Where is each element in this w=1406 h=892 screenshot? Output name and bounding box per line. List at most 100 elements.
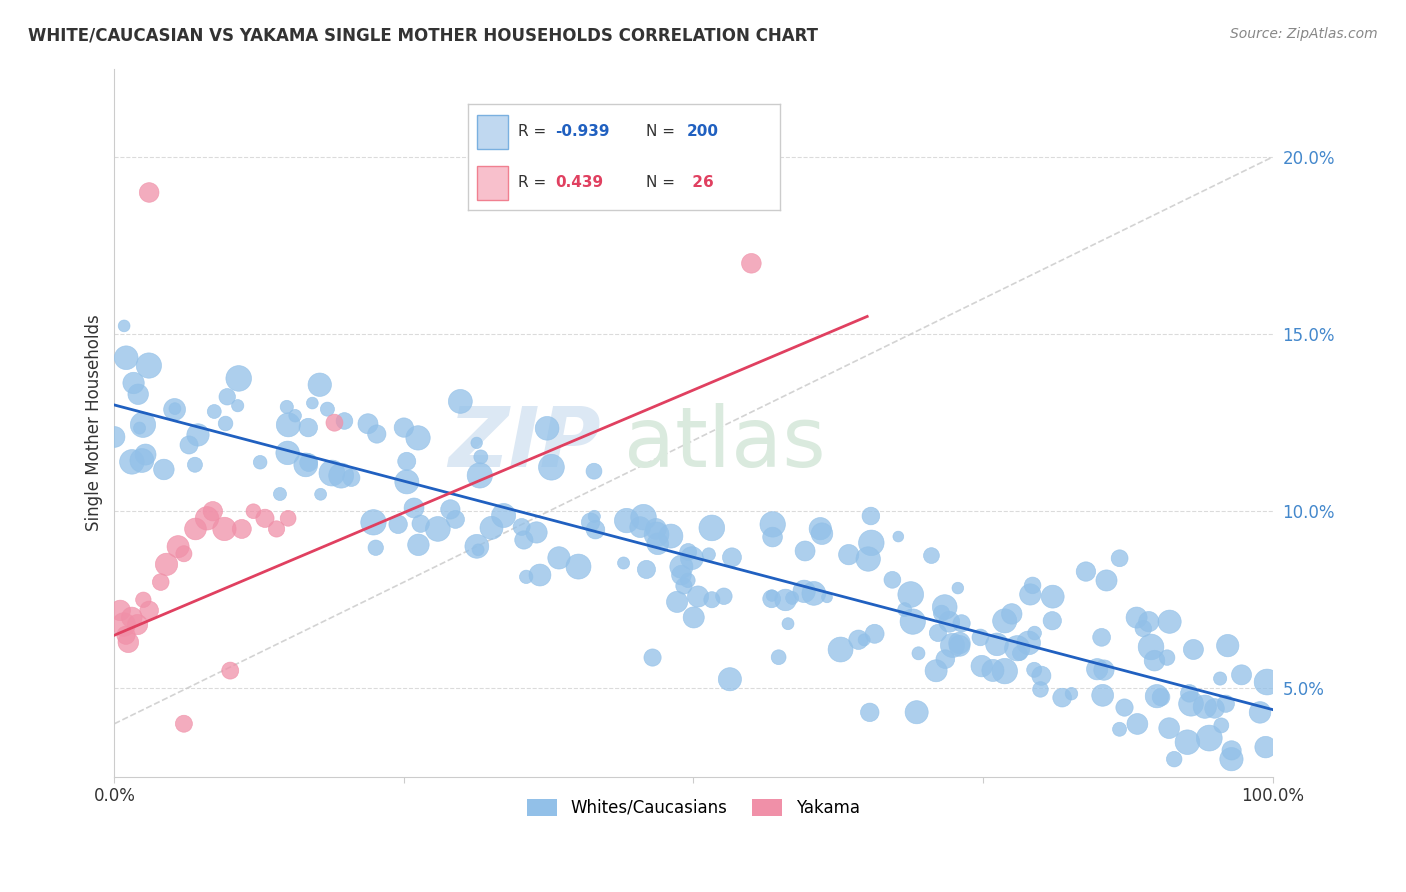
Point bbox=[1091, 631, 1114, 645]
Point bbox=[676, 574, 699, 588]
Point bbox=[127, 387, 149, 401]
Point bbox=[1024, 626, 1046, 640]
Point bbox=[567, 559, 589, 574]
Point bbox=[636, 562, 658, 576]
Point bbox=[848, 632, 870, 647]
Point bbox=[811, 526, 834, 541]
Point bbox=[214, 522, 236, 536]
Point bbox=[1178, 686, 1201, 700]
Point bbox=[676, 545, 699, 559]
Point bbox=[366, 427, 388, 442]
Point bbox=[1159, 721, 1181, 735]
Point bbox=[1150, 690, 1173, 704]
Point bbox=[721, 550, 744, 565]
Point bbox=[633, 510, 655, 524]
Point bbox=[364, 541, 387, 555]
Point bbox=[768, 650, 790, 665]
Point bbox=[859, 508, 882, 523]
Point bbox=[395, 475, 418, 489]
Point bbox=[927, 626, 949, 640]
Point bbox=[761, 530, 783, 544]
Point bbox=[536, 421, 558, 435]
Point bbox=[163, 402, 186, 417]
Point bbox=[1021, 578, 1043, 592]
Point bbox=[214, 417, 236, 431]
Point bbox=[1204, 701, 1226, 715]
Point bbox=[1091, 689, 1114, 703]
Point bbox=[1095, 574, 1118, 588]
Point bbox=[155, 558, 177, 572]
Point bbox=[202, 404, 225, 418]
Point bbox=[1018, 636, 1040, 650]
Point bbox=[1198, 731, 1220, 745]
Point bbox=[946, 581, 969, 595]
Point bbox=[907, 646, 929, 660]
Point bbox=[830, 642, 852, 657]
Point bbox=[1132, 622, 1154, 636]
Point bbox=[762, 517, 785, 532]
Point bbox=[1001, 607, 1024, 621]
Point bbox=[1125, 610, 1147, 624]
Point bbox=[647, 537, 669, 551]
Point bbox=[780, 591, 803, 605]
Point bbox=[1220, 752, 1243, 766]
Point bbox=[1029, 682, 1052, 697]
Point bbox=[1163, 752, 1185, 766]
Point bbox=[492, 508, 515, 523]
Point bbox=[1216, 639, 1239, 653]
Point bbox=[515, 570, 537, 584]
Point bbox=[470, 450, 492, 464]
Point bbox=[357, 417, 380, 431]
Point bbox=[1137, 615, 1160, 629]
Point bbox=[392, 420, 415, 434]
Point bbox=[925, 664, 948, 678]
Point bbox=[402, 500, 425, 515]
Text: Source: ZipAtlas.com: Source: ZipAtlas.com bbox=[1230, 27, 1378, 41]
Point bbox=[115, 351, 138, 365]
Point bbox=[1008, 646, 1031, 660]
Point bbox=[901, 615, 924, 629]
Point bbox=[1209, 672, 1232, 686]
Point bbox=[700, 592, 723, 607]
Point bbox=[700, 521, 723, 535]
Text: atlas: atlas bbox=[624, 403, 825, 484]
Point bbox=[406, 431, 429, 445]
Point bbox=[1031, 669, 1053, 683]
Point bbox=[184, 522, 207, 536]
Point bbox=[838, 548, 860, 562]
Point bbox=[931, 607, 953, 621]
Point bbox=[645, 522, 668, 536]
Point bbox=[1182, 642, 1205, 657]
Point bbox=[548, 550, 571, 565]
Point bbox=[187, 428, 209, 442]
Point bbox=[408, 538, 430, 552]
Point bbox=[217, 390, 239, 404]
Point bbox=[330, 468, 353, 483]
Point bbox=[1042, 590, 1064, 604]
Point bbox=[468, 468, 491, 483]
Point bbox=[969, 631, 991, 645]
Text: ZIP: ZIP bbox=[449, 403, 600, 484]
Point bbox=[815, 591, 838, 605]
Point bbox=[108, 603, 131, 617]
Point bbox=[863, 627, 886, 641]
Point bbox=[138, 603, 160, 617]
Point bbox=[713, 589, 735, 603]
Point bbox=[794, 544, 817, 558]
Point bbox=[132, 417, 155, 432]
Point bbox=[138, 186, 160, 200]
Point bbox=[686, 590, 709, 604]
Y-axis label: Single Mother Households: Single Mother Households bbox=[86, 314, 103, 531]
Point bbox=[167, 540, 190, 554]
Point bbox=[949, 639, 972, 653]
Point bbox=[201, 504, 224, 518]
Point bbox=[1194, 699, 1216, 714]
Point bbox=[177, 438, 200, 452]
Point bbox=[1085, 662, 1108, 676]
Point bbox=[853, 632, 876, 647]
Point bbox=[1143, 654, 1166, 668]
Point bbox=[616, 514, 638, 528]
Point bbox=[859, 706, 882, 720]
Point bbox=[887, 530, 910, 544]
Point bbox=[950, 616, 973, 631]
